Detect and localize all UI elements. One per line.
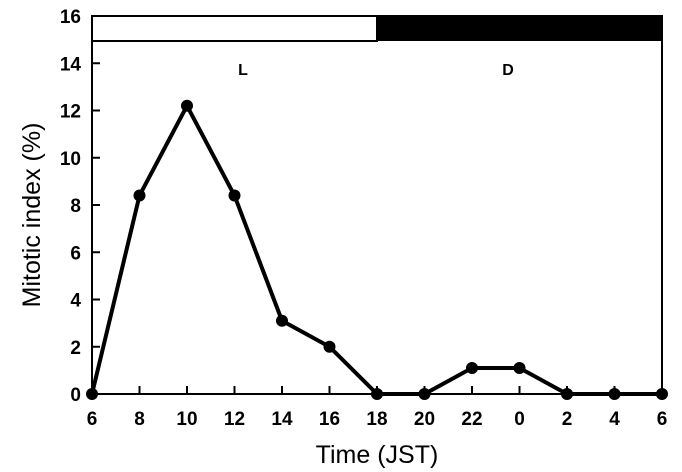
x-tick-label: 14 [271,409,293,430]
x-tick-label: 20 [414,409,435,430]
plot-frame [91,15,663,395]
series-line [90,103,662,396]
y-tick-label: 2 [70,338,81,359]
y-tick-label: 16 [60,7,81,28]
x-tick-label: 4 [609,409,620,430]
x-tick-label: 22 [461,409,482,430]
x-tick-label: 10 [176,409,197,430]
light-period-label: L [238,62,248,79]
y-tick-label: 4 [70,291,81,312]
data-point [371,388,383,400]
x-tick-label: 6 [657,409,668,430]
dark-period-label: D [502,62,514,79]
y-tick-label: 10 [60,149,81,170]
data-point [86,388,98,400]
y-tick-label: 12 [60,102,81,123]
x-tick-label: 0 [514,409,525,430]
series-points [86,99,668,400]
data-point [561,388,573,400]
x-tick-label: 6 [87,409,98,430]
data-point [608,388,621,400]
light-period-bar [91,15,378,42]
x-tick-label: 8 [134,409,145,430]
data-point [228,189,241,202]
data-point [133,189,146,202]
data-point [323,340,336,353]
data-point [276,314,288,327]
data-point [418,388,431,400]
y-tick-label: 8 [70,196,81,217]
y-tick-label: 14 [60,54,82,75]
x-tick-label: 12 [224,409,245,430]
x-tick-label: 16 [319,409,340,430]
dark-period-bar [377,16,662,41]
y-axis-ticks: 0 2 4 6 8 10 12 14 16 [60,7,100,406]
y-tick-label: 0 [70,385,81,406]
y-axis-title: Mitotic index (%) [18,123,46,308]
x-axis-title: Time (JST) [316,441,439,469]
data-point [656,388,668,400]
data-point [181,99,193,112]
data-point [513,362,526,375]
data-point [466,362,478,375]
y-tick-label: 6 [70,243,81,264]
x-tick-label: 2 [562,409,573,430]
x-tick-label: 18 [366,409,387,430]
